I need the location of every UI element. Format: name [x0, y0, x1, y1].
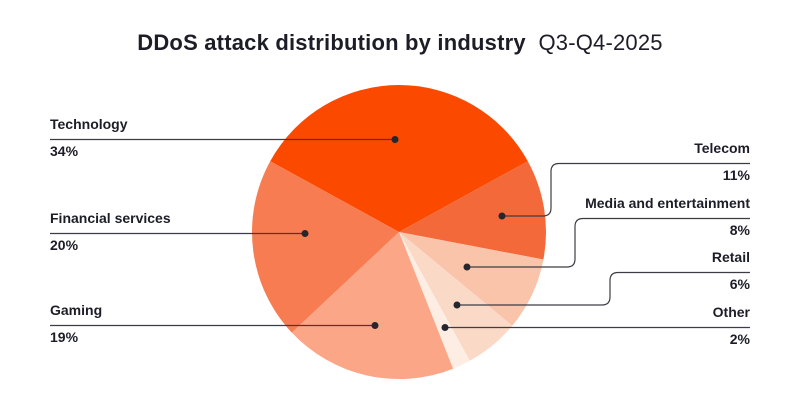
leader-dot-other: [441, 324, 449, 331]
value-retail: 6%: [729, 276, 750, 292]
label-retail: Retail: [711, 249, 750, 265]
leader-dot-media-and-entertainment: [463, 263, 471, 271]
leader-dot-gaming: [371, 322, 379, 329]
leader-dot-financial-services: [301, 230, 309, 237]
leader-dot-telecom: [498, 212, 506, 220]
chart-title: DDoS attack distribution by industry Q3-…: [0, 30, 800, 56]
label-gaming: Gaming: [50, 302, 103, 318]
leader-line-retail: [457, 271, 750, 306]
leader-dot-technology: [391, 136, 399, 143]
value-technology: 34%: [50, 143, 79, 159]
leader-line-media-and-entertainment: [467, 217, 750, 268]
value-other: 2%: [729, 331, 750, 347]
label-technology: Technology: [50, 116, 128, 132]
value-telecom: 11%: [722, 167, 750, 183]
value-gaming: 19%: [50, 329, 79, 345]
pie-slice-gaming: [291, 232, 454, 380]
pie-slice-technology: [270, 85, 528, 232]
label-other: Other: [712, 304, 750, 320]
leader-lines: [50, 136, 750, 331]
chart-title-period-text: Q3-Q4-2025: [538, 30, 663, 55]
pie-slice-media-and-entertainment: [399, 232, 544, 326]
pie-slice-financial-services: [252, 161, 399, 333]
value-media-and-entertainment: 8%: [729, 222, 750, 238]
leader-dot-retail: [453, 301, 461, 309]
pie-slice-other: [399, 232, 470, 369]
value-financial-services: 20%: [50, 237, 79, 253]
label-financial-services: Financial services: [50, 210, 171, 226]
label-media-and-entertainment: Media and entertainment: [585, 195, 750, 211]
label-telecom: Telecom: [694, 140, 750, 156]
pie-slice-retail: [399, 232, 513, 361]
pie-slices: [252, 85, 546, 380]
pie-slice-telecom: [399, 161, 546, 260]
leader-line-telecom: [502, 162, 750, 217]
chart-title-main: DDoS attack distribution by industry: [137, 30, 526, 55]
